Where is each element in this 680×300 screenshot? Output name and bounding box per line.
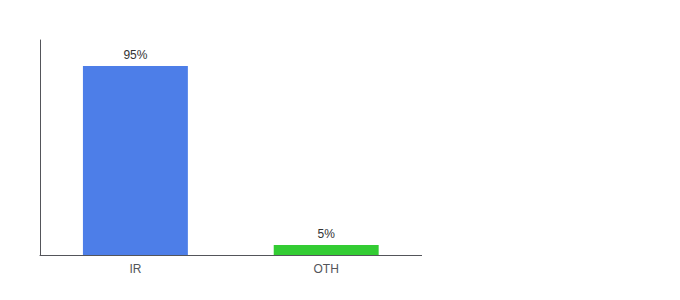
svg-text:OTH: OTH — [314, 262, 339, 276]
svg-text:5%: 5% — [318, 227, 336, 241]
svg-text:95%: 95% — [123, 48, 147, 62]
svg-text:IR: IR — [129, 262, 141, 276]
